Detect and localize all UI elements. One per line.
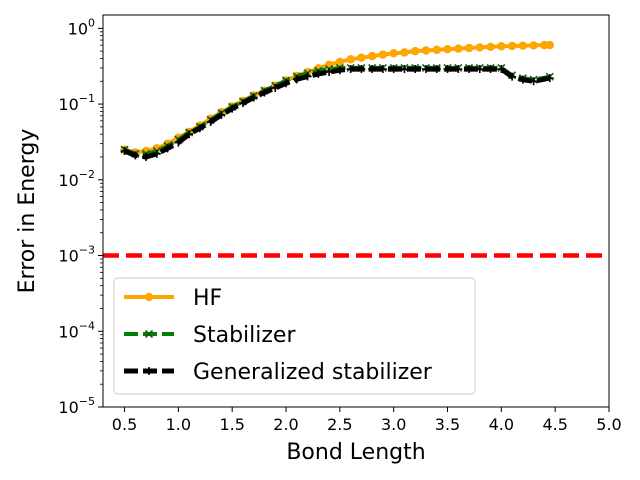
data-point xyxy=(228,104,237,113)
data-point xyxy=(120,147,129,156)
legend-box xyxy=(113,277,476,395)
data-point xyxy=(142,153,151,162)
data-point xyxy=(400,65,409,74)
data-point xyxy=(368,65,377,74)
series-stabilizer xyxy=(120,63,554,158)
data-point xyxy=(367,51,377,61)
x-tick-label: 1.5 xyxy=(219,415,244,434)
data-point xyxy=(545,74,554,83)
data-point xyxy=(357,65,366,74)
data-point xyxy=(389,65,398,74)
data-point xyxy=(421,46,431,55)
x-tick-label: 4.0 xyxy=(489,415,514,434)
legend-label: Generalized stabilizer xyxy=(193,360,433,385)
data-point xyxy=(249,93,258,102)
data-point xyxy=(400,48,409,57)
data-point xyxy=(163,144,172,153)
x-tick-label: 3.5 xyxy=(435,415,460,434)
data-point xyxy=(475,65,484,74)
series-line xyxy=(123,65,551,156)
data-point xyxy=(421,65,430,74)
data-point xyxy=(357,53,366,62)
x-tick-label: 1.0 xyxy=(166,415,191,434)
y-tick-label: 10−2 xyxy=(58,168,95,190)
data-point xyxy=(454,44,463,53)
data-point xyxy=(432,45,441,55)
y-tick-label: 10−4 xyxy=(58,319,95,341)
data-point xyxy=(282,79,291,88)
series-generalized-stabilizer xyxy=(120,65,554,162)
data-point xyxy=(217,110,226,119)
data-point xyxy=(152,149,161,158)
y-tick-label: 10−5 xyxy=(58,395,95,417)
y-tick-label: 10−1 xyxy=(58,92,95,114)
legend-label: Stabilizer xyxy=(193,323,296,348)
data-point xyxy=(529,77,538,86)
data-point xyxy=(464,43,474,53)
data-point xyxy=(131,151,140,160)
data-point xyxy=(508,72,517,81)
legend-label: HF xyxy=(193,286,222,311)
data-point xyxy=(346,65,355,74)
data-point xyxy=(238,99,247,108)
data-point xyxy=(475,43,485,52)
legend-marker xyxy=(144,329,154,339)
x-axis-label: Bond Length xyxy=(286,440,425,465)
data-point xyxy=(497,65,506,74)
data-point xyxy=(260,88,269,97)
data-point xyxy=(518,75,527,84)
legend-marker xyxy=(145,367,153,375)
data-point xyxy=(195,124,204,133)
data-point xyxy=(292,75,301,84)
data-point xyxy=(185,130,194,139)
data-point xyxy=(545,40,554,50)
data-point xyxy=(335,66,344,75)
x-tick-label: 5.0 xyxy=(596,415,621,434)
data-point xyxy=(206,117,215,126)
x-tick-label: 4.5 xyxy=(542,415,567,434)
data-point xyxy=(454,65,463,74)
data-point xyxy=(486,65,495,74)
data-point xyxy=(174,138,183,147)
legend: HF Stabilizer Generalized stabilizer xyxy=(113,277,476,395)
data-point xyxy=(443,65,452,74)
y-tick-label: 100 xyxy=(68,16,95,38)
data-point xyxy=(443,45,452,54)
data-point xyxy=(389,48,398,58)
data-point xyxy=(346,55,355,64)
data-point xyxy=(303,72,312,81)
data-point xyxy=(497,42,506,51)
y-tick-label: 10−3 xyxy=(58,244,95,266)
x-tick-label: 3.0 xyxy=(381,415,406,434)
data-point xyxy=(335,57,345,67)
data-point xyxy=(325,68,334,77)
data-point xyxy=(518,41,528,50)
data-point xyxy=(411,46,420,56)
legend-marker xyxy=(144,292,154,302)
y-axis-label: Error in Energy xyxy=(15,129,40,294)
data-layer xyxy=(103,40,609,258)
data-point xyxy=(378,50,388,59)
tick-layer: 0.5 1.0 1.5 2.0 2.5 3.0 3.5 4.0 4.5 5.0 10−5 10−4 10… xyxy=(58,16,621,434)
data-point xyxy=(486,42,495,52)
data-point xyxy=(271,83,280,92)
data-point xyxy=(378,65,387,74)
plot-frame xyxy=(102,14,610,408)
data-point xyxy=(314,69,323,78)
data-point xyxy=(411,65,420,74)
x-tick-label: 0.5 xyxy=(112,415,137,434)
series-line xyxy=(123,66,551,160)
x-tick-label: 2.0 xyxy=(273,415,298,434)
data-point xyxy=(507,41,517,51)
data-point xyxy=(529,41,538,50)
data-point xyxy=(432,65,441,74)
x-tick-label: 2.5 xyxy=(327,415,352,434)
data-point xyxy=(465,65,474,74)
